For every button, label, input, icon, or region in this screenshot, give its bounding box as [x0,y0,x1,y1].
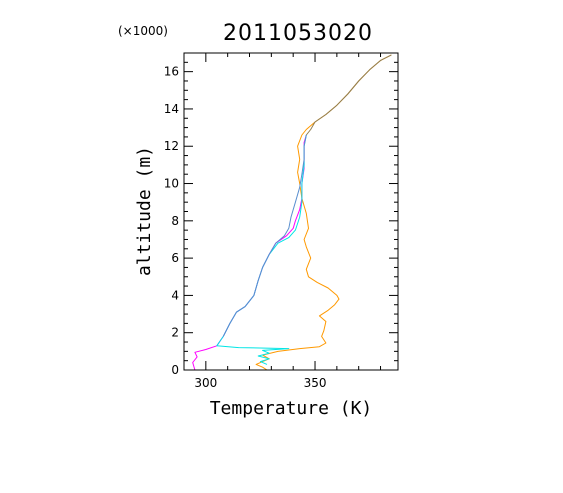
chart-title: 2011053020 [223,21,373,46]
series-line-1 [255,54,392,371]
y-tick-label: 12 [164,139,179,153]
series-layer [192,54,392,371]
y-tick-label: 8 [171,214,179,228]
y-axis-label: altitude (m) [134,146,155,276]
x-tick-label: 300 [194,376,217,390]
y-tick-label: 14 [164,102,179,116]
y-tick-label: 0 [171,363,179,377]
y-tick-label: 2 [171,326,179,340]
y-tick-label: 4 [171,288,179,302]
series-line-5 [305,54,392,136]
plot-frame [183,52,399,371]
y-tick-label: 16 [164,65,179,79]
y-multiplier-label: (×1000) [118,24,168,38]
series-line-2 [192,134,307,371]
y-tick-label: 6 [171,251,179,265]
tick-layer: 0 2 4 6 8 10 12 14 16 300 350 [164,52,398,390]
series-line-4 [222,134,307,337]
x-axis-label: Temperature (K) [210,398,373,419]
x-tick-label: 350 [304,376,327,390]
series-line-3 [216,134,307,365]
y-tick-label: 10 [164,177,179,191]
